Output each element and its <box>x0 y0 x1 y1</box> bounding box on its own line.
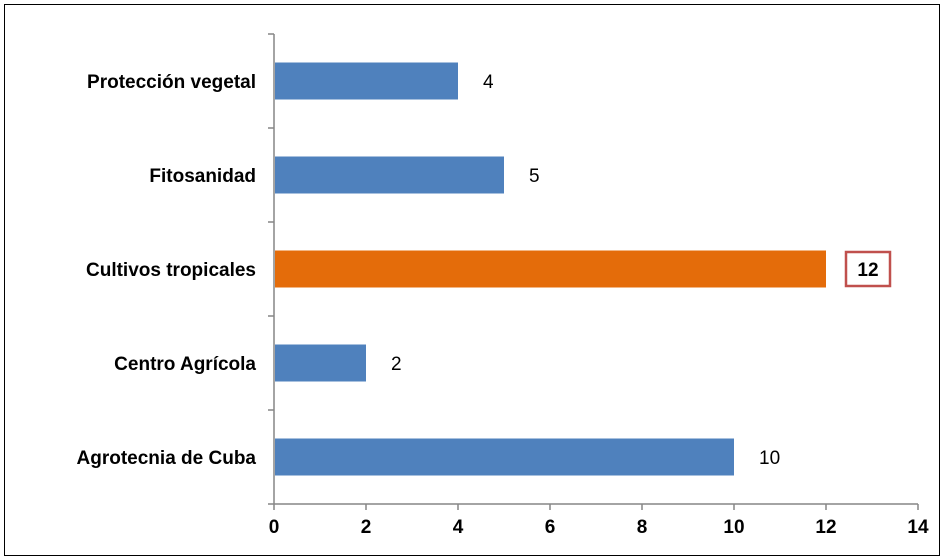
category-label: Agrotecnia de Cuba <box>77 448 257 469</box>
bar <box>275 156 504 194</box>
data-label: 2 <box>391 354 402 375</box>
x-tick-label: 2 <box>361 517 372 538</box>
category-label: Cultivos tropicales <box>86 260 256 281</box>
category-label: Centro Agrícola <box>114 354 256 375</box>
bar <box>275 250 826 288</box>
x-tick-label: 14 <box>907 517 929 538</box>
bar <box>275 438 734 476</box>
category-label: Fitosanidad <box>149 166 256 187</box>
highlight-label-box <box>844 250 892 288</box>
data-label: 10 <box>759 448 780 469</box>
data-label: 12 <box>857 260 878 281</box>
x-tick-label: 0 <box>269 517 280 538</box>
data-label: 4 <box>483 72 494 93</box>
x-tick-label: 6 <box>545 517 556 538</box>
bar <box>275 344 366 382</box>
x-tick-label: 8 <box>637 517 648 538</box>
data-label: 5 <box>529 166 540 187</box>
bar <box>275 62 458 100</box>
x-tick-label: 12 <box>815 517 836 538</box>
x-tick-label: 4 <box>453 517 464 538</box>
x-tick-label: 10 <box>723 517 744 538</box>
category-label: Protección vegetal <box>87 72 256 93</box>
